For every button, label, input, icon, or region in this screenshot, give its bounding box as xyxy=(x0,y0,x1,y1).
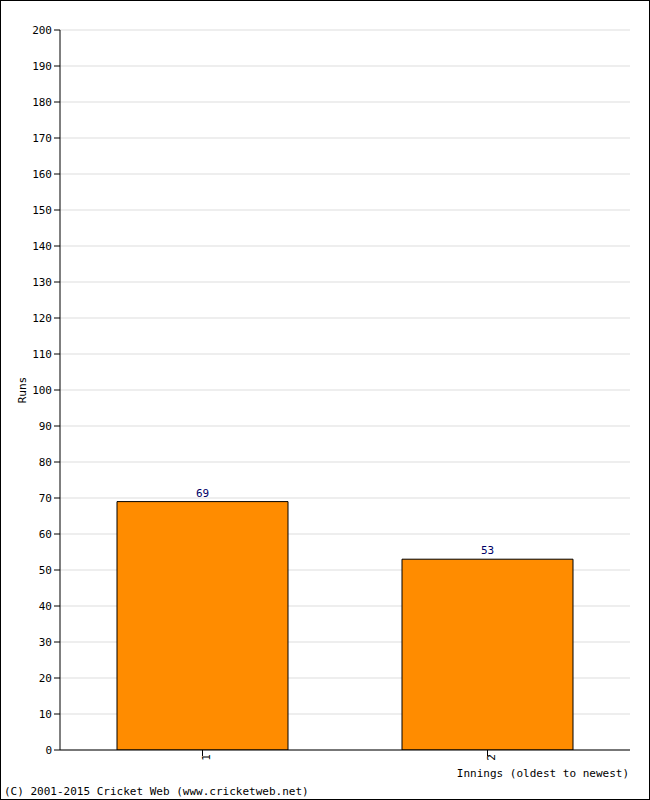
svg-text:10: 10 xyxy=(39,708,52,721)
svg-text:1: 1 xyxy=(200,754,213,761)
svg-text:20: 20 xyxy=(39,672,52,685)
svg-text:130: 130 xyxy=(32,276,52,289)
svg-text:110: 110 xyxy=(32,348,52,361)
svg-text:150: 150 xyxy=(32,204,52,217)
html-text:Innings (oldest to newest): Innings (oldest to newest) xyxy=(456,767,629,780)
svg-text:200: 200 xyxy=(32,24,52,37)
svg-text:50: 50 xyxy=(39,564,52,577)
svg-text:190: 190 xyxy=(32,60,52,73)
svg-text:Runs: Runs xyxy=(16,377,29,404)
svg-text:69: 69 xyxy=(196,487,209,500)
svg-text:80: 80 xyxy=(39,456,52,469)
svg-text:30: 30 xyxy=(39,636,52,649)
svg-text:2: 2 xyxy=(485,754,498,761)
svg-text:120: 120 xyxy=(32,312,52,325)
svg-text:60: 60 xyxy=(39,528,52,541)
svg-text:170: 170 xyxy=(32,132,52,145)
svg-text:70: 70 xyxy=(39,492,52,505)
svg-text:90: 90 xyxy=(39,420,52,433)
svg-text:180: 180 xyxy=(32,96,52,109)
svg-text:140: 140 xyxy=(32,240,52,253)
html-text:(C) 2001-2015 Cricket Web (www: (C) 2001-2015 Cricket Web (www.cricketwe… xyxy=(4,785,309,798)
svg-text:160: 160 xyxy=(32,168,52,181)
svg-text:40: 40 xyxy=(39,600,52,613)
svg-text:53: 53 xyxy=(481,544,494,557)
svg-text:100: 100 xyxy=(32,384,52,397)
svg-text:0: 0 xyxy=(45,744,52,757)
